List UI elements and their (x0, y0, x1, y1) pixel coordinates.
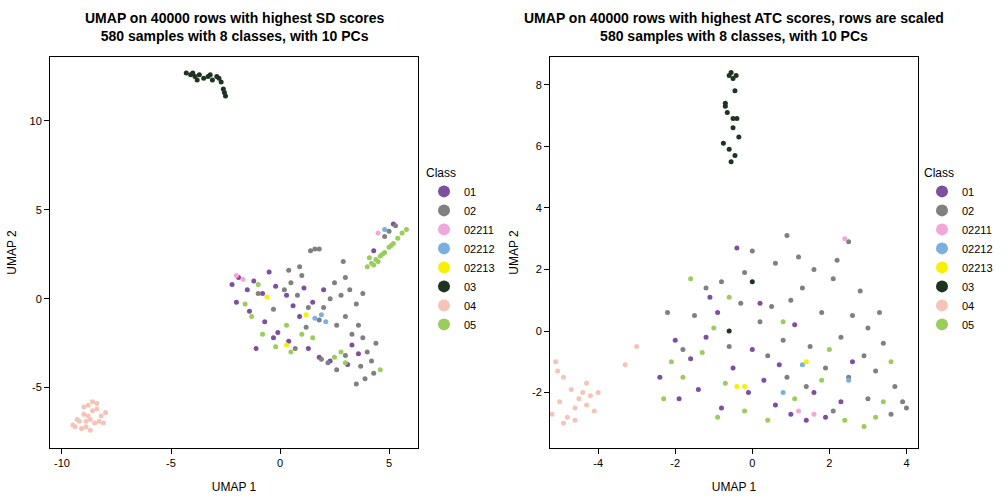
svg-text:Class: Class (426, 166, 456, 180)
svg-text:-2: -2 (532, 386, 542, 398)
svg-text:UMAP 2: UMAP 2 (5, 230, 19, 275)
svg-text:UMAP 1: UMAP 1 (212, 480, 257, 494)
svg-text:-2: -2 (670, 457, 680, 469)
svg-text:-4: -4 (593, 457, 603, 469)
svg-text:03: 03 (962, 281, 974, 293)
svg-text:4: 4 (536, 202, 542, 214)
svg-text:UMAP 2: UMAP 2 (507, 230, 521, 275)
svg-text:8: 8 (536, 79, 542, 91)
svg-text:UMAP on 40000 rows with highes: UMAP on 40000 rows with highest SD score… (85, 10, 384, 44)
svg-text:10: 10 (30, 115, 42, 127)
svg-text:0: 0 (749, 457, 755, 469)
svg-text:02: 02 (962, 205, 974, 217)
svg-text:04: 04 (962, 300, 974, 312)
svg-text:02213: 02213 (464, 262, 495, 274)
svg-text:02: 02 (464, 205, 476, 217)
svg-text:-5: -5 (166, 457, 176, 469)
svg-text:6: 6 (536, 140, 542, 152)
svg-text:-10: -10 (54, 457, 70, 469)
svg-text:-5: -5 (32, 381, 42, 393)
svg-text:Class: Class (924, 166, 954, 180)
svg-text:04: 04 (464, 300, 476, 312)
svg-text:0: 0 (36, 293, 42, 305)
svg-text:05: 05 (464, 319, 476, 331)
svg-text:4: 4 (903, 457, 909, 469)
svg-text:02211: 02211 (464, 224, 494, 236)
svg-text:0: 0 (536, 325, 542, 337)
svg-text:5: 5 (386, 457, 392, 469)
svg-text:0: 0 (277, 457, 283, 469)
svg-text:02213: 02213 (962, 262, 993, 274)
svg-text:UMAP on 40000 rows with highes: UMAP on 40000 rows with highest ATC scor… (524, 10, 944, 44)
svg-text:02212: 02212 (464, 243, 495, 255)
svg-text:2: 2 (826, 457, 832, 469)
svg-text:01: 01 (962, 186, 974, 198)
svg-text:02211: 02211 (962, 224, 992, 236)
svg-text:UMAP 1: UMAP 1 (712, 480, 757, 494)
svg-text:01: 01 (464, 186, 476, 198)
svg-text:05: 05 (962, 319, 974, 331)
svg-text:5: 5 (36, 204, 42, 216)
svg-text:2: 2 (536, 263, 542, 275)
svg-text:02212: 02212 (962, 243, 993, 255)
svg-text:03: 03 (464, 281, 476, 293)
